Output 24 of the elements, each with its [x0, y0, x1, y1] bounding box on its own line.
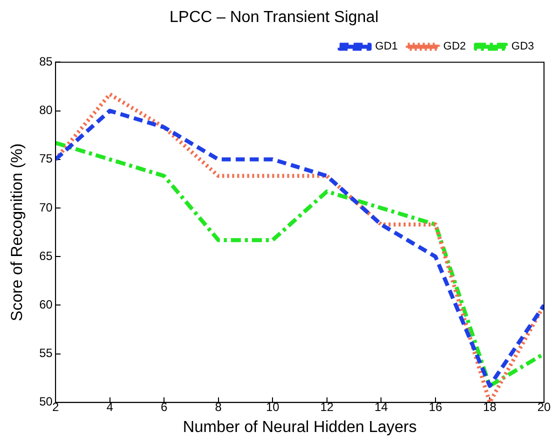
x-tick-label: 2 [52, 400, 60, 414]
y-tick-label: 75 [39, 152, 53, 166]
x-tick-label: 14 [374, 400, 388, 414]
y-tick-label: 65 [39, 248, 53, 263]
legend-label: GD1 [375, 40, 398, 53]
legend-label: GD3 [511, 40, 534, 53]
y-tick-label: 80 [39, 103, 53, 118]
x-tick-label: 10 [266, 400, 280, 414]
chart-title: LPCC – Non Transient Signal [170, 9, 378, 26]
y-tick-label: 60 [39, 298, 53, 312]
y-tick-label: 55 [39, 346, 53, 360]
x-tick-label: 4 [106, 400, 114, 414]
x-tick-label: 16 [428, 400, 442, 414]
y-axis-title: Score of Recognition (%) [9, 143, 26, 322]
x-tick-label: 12 [320, 400, 334, 414]
x-tick-label: 18 [483, 400, 497, 414]
y-tick-label: 85 [39, 54, 53, 69]
y-tick-label: 50 [39, 394, 53, 409]
x-tick-label: 6 [160, 400, 168, 414]
x-tick-label: 20 [537, 400, 551, 414]
x-axis-title: Number of Neural Hidden Layers [182, 418, 417, 436]
y-tick-label: 70 [39, 200, 53, 214]
legend-label: GD2 [443, 40, 466, 53]
x-tick-label: 8 [215, 400, 222, 414]
